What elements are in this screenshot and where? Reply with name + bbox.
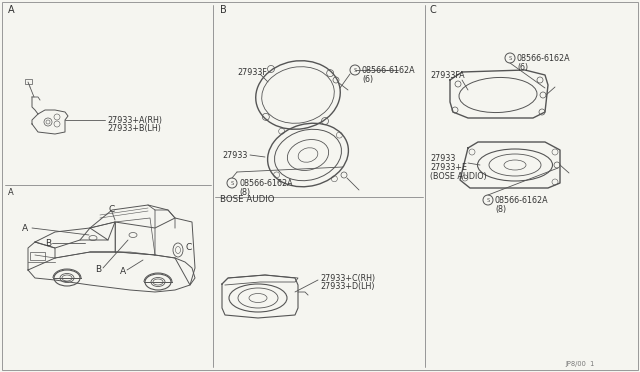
Text: C: C [108,205,115,214]
Text: A: A [8,5,15,15]
Text: 27933F: 27933F [237,67,267,77]
Text: 27933: 27933 [430,154,456,163]
Text: B: B [220,5,227,15]
Text: 08566-6162A: 08566-6162A [362,65,415,74]
Text: BOSE AUDIO: BOSE AUDIO [220,195,275,203]
Text: 08566-6162A: 08566-6162A [517,54,571,62]
Text: 27933+B(LH): 27933+B(LH) [107,124,161,132]
Text: S: S [353,67,356,73]
Text: (6): (6) [362,74,373,83]
Text: C: C [430,5,436,15]
Text: A: A [22,224,28,232]
Text: A: A [8,187,13,196]
Text: S: S [486,198,490,202]
Text: (8): (8) [495,205,506,214]
Text: 27933+D(LH): 27933+D(LH) [320,282,374,292]
Bar [30,252,45,260]
Text: C: C [185,244,191,253]
Text: 08566-6162A: 08566-6162A [239,179,292,187]
Text: (8): (8) [239,187,250,196]
Text: JP8/00  1: JP8/00 1 [565,361,595,367]
Text: (BOSE AUDIO): (BOSE AUDIO) [430,171,487,180]
Text: 27933+C(RH): 27933+C(RH) [320,273,375,282]
Text: S: S [230,180,234,186]
Text: S: S [508,55,512,61]
Text: B: B [45,238,51,247]
Text: 27933+A(RH): 27933+A(RH) [107,115,162,125]
Text: 08566-6162A: 08566-6162A [495,196,548,205]
Text: 27933+E: 27933+E [430,163,467,171]
Text: (6): (6) [517,62,528,71]
Text: A: A [120,267,126,276]
Bar [25,79,32,84]
Text: B: B [95,266,101,275]
Text: 27933: 27933 [222,151,248,160]
Text: 27933FA: 27933FA [430,71,465,80]
